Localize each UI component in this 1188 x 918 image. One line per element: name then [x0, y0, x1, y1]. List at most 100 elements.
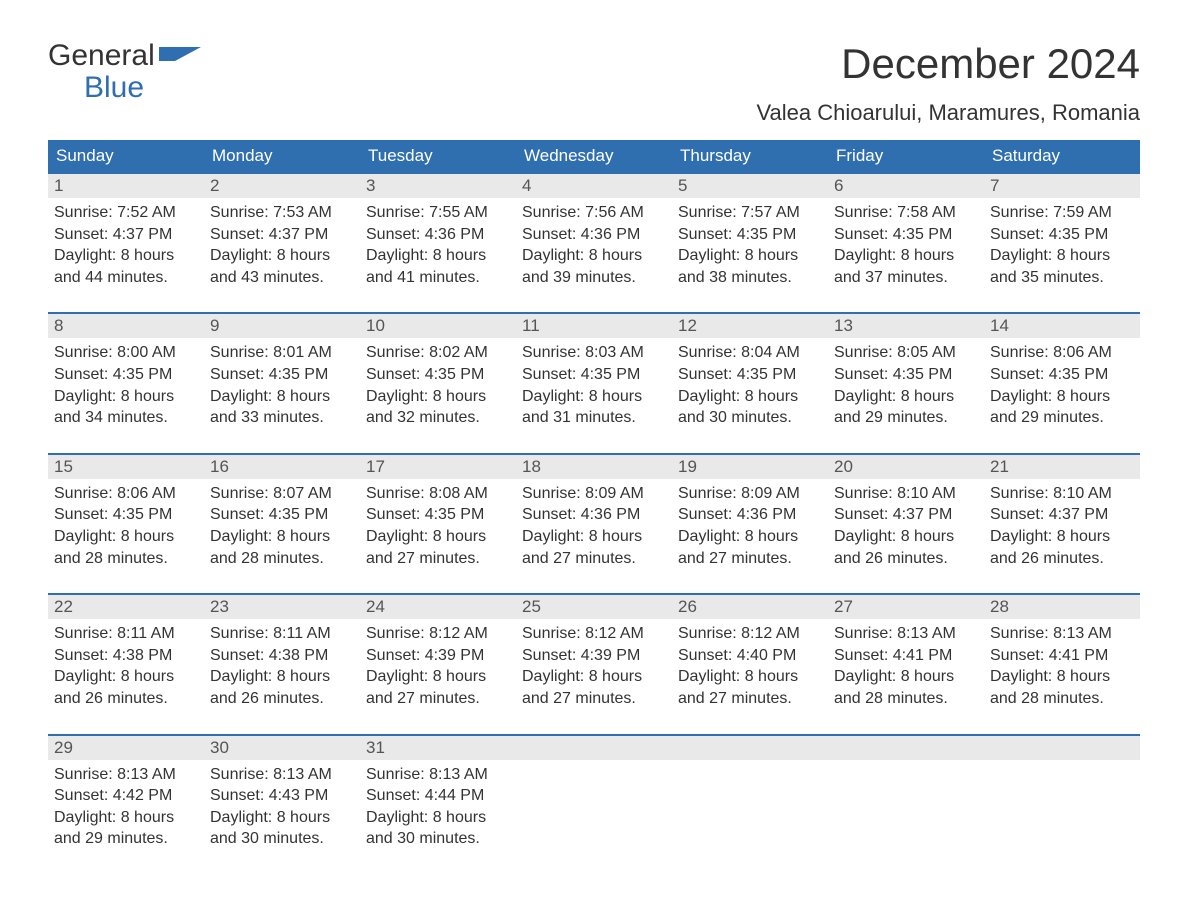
daylight-text: and 27 minutes. — [366, 548, 510, 570]
sunrise-text: Sunrise: 8:10 AM — [834, 483, 978, 505]
calendar-cell: 22Sunrise: 8:11 AMSunset: 4:38 PMDayligh… — [48, 594, 204, 734]
day-body: Sunrise: 7:55 AMSunset: 4:36 PMDaylight:… — [360, 198, 516, 312]
calendar-week-row: 8Sunrise: 8:00 AMSunset: 4:35 PMDaylight… — [48, 313, 1140, 453]
title-block: December 2024 Valea Chioarului, Maramure… — [756, 40, 1140, 126]
daylight-text: Daylight: 8 hours — [522, 526, 666, 548]
daylight-text: and 44 minutes. — [54, 267, 198, 289]
calendar-cell: 15Sunrise: 8:06 AMSunset: 4:35 PMDayligh… — [48, 454, 204, 594]
day-number: 29 — [48, 736, 204, 760]
sunrise-text: Sunrise: 8:01 AM — [210, 342, 354, 364]
logo-line2: Blue — [84, 72, 144, 104]
day-body: Sunrise: 8:12 AMSunset: 4:40 PMDaylight:… — [672, 619, 828, 733]
day-number: 30 — [204, 736, 360, 760]
daylight-text: Daylight: 8 hours — [990, 245, 1134, 267]
day-number: 5 — [672, 174, 828, 198]
daylight-text: Daylight: 8 hours — [54, 526, 198, 548]
day-number: 20 — [828, 455, 984, 479]
day-body: Sunrise: 7:59 AMSunset: 4:35 PMDaylight:… — [984, 198, 1140, 312]
daylight-text: and 28 minutes. — [210, 548, 354, 570]
daylight-text: Daylight: 8 hours — [678, 386, 822, 408]
day-number: 15 — [48, 455, 204, 479]
day-number-empty — [984, 736, 1140, 760]
calendar-cell: 12Sunrise: 8:04 AMSunset: 4:35 PMDayligh… — [672, 313, 828, 453]
sunrise-text: Sunrise: 8:03 AM — [522, 342, 666, 364]
daylight-text: Daylight: 8 hours — [54, 666, 198, 688]
daylight-text: Daylight: 8 hours — [834, 666, 978, 688]
sunset-text: Sunset: 4:35 PM — [210, 364, 354, 386]
daylight-text: and 27 minutes. — [678, 688, 822, 710]
daylight-text: and 29 minutes. — [990, 407, 1134, 429]
daylight-text: Daylight: 8 hours — [678, 526, 822, 548]
sunset-text: Sunset: 4:36 PM — [522, 504, 666, 526]
sunset-text: Sunset: 4:36 PM — [522, 224, 666, 246]
sunset-text: Sunset: 4:35 PM — [834, 224, 978, 246]
day-body: Sunrise: 7:57 AMSunset: 4:35 PMDaylight:… — [672, 198, 828, 312]
calendar-cell: 13Sunrise: 8:05 AMSunset: 4:35 PMDayligh… — [828, 313, 984, 453]
sunrise-text: Sunrise: 7:53 AM — [210, 202, 354, 224]
calendar-cell: 31Sunrise: 8:13 AMSunset: 4:44 PMDayligh… — [360, 735, 516, 874]
daylight-text: and 27 minutes. — [366, 688, 510, 710]
daylight-text: Daylight: 8 hours — [678, 666, 822, 688]
daylight-text: Daylight: 8 hours — [210, 526, 354, 548]
day-body: Sunrise: 8:11 AMSunset: 4:38 PMDaylight:… — [48, 619, 204, 733]
daylight-text: and 30 minutes. — [678, 407, 822, 429]
day-number: 1 — [48, 174, 204, 198]
calendar-cell: 4Sunrise: 7:56 AMSunset: 4:36 PMDaylight… — [516, 173, 672, 313]
day-number: 23 — [204, 595, 360, 619]
sunset-text: Sunset: 4:37 PM — [54, 224, 198, 246]
sunset-text: Sunset: 4:37 PM — [834, 504, 978, 526]
daylight-text: Daylight: 8 hours — [54, 807, 198, 829]
sunset-text: Sunset: 4:35 PM — [366, 364, 510, 386]
sunset-text: Sunset: 4:43 PM — [210, 785, 354, 807]
sunset-text: Sunset: 4:35 PM — [678, 224, 822, 246]
daylight-text: and 38 minutes. — [678, 267, 822, 289]
daylight-text: and 28 minutes. — [834, 688, 978, 710]
daylight-text: Daylight: 8 hours — [366, 526, 510, 548]
weekday-header: Saturday — [984, 140, 1140, 173]
day-body: Sunrise: 8:00 AMSunset: 4:35 PMDaylight:… — [48, 338, 204, 452]
sunset-text: Sunset: 4:38 PM — [210, 645, 354, 667]
day-body: Sunrise: 8:03 AMSunset: 4:35 PMDaylight:… — [516, 338, 672, 452]
day-body: Sunrise: 8:12 AMSunset: 4:39 PMDaylight:… — [516, 619, 672, 733]
daylight-text: and 26 minutes. — [54, 688, 198, 710]
day-body: Sunrise: 8:13 AMSunset: 4:42 PMDaylight:… — [48, 760, 204, 874]
day-number: 26 — [672, 595, 828, 619]
sunrise-text: Sunrise: 8:02 AM — [366, 342, 510, 364]
day-number: 27 — [828, 595, 984, 619]
day-number: 8 — [48, 314, 204, 338]
daylight-text: and 26 minutes. — [210, 688, 354, 710]
calendar-cell: 29Sunrise: 8:13 AMSunset: 4:42 PMDayligh… — [48, 735, 204, 874]
sunset-text: Sunset: 4:41 PM — [990, 645, 1134, 667]
day-number: 13 — [828, 314, 984, 338]
day-body: Sunrise: 8:01 AMSunset: 4:35 PMDaylight:… — [204, 338, 360, 452]
calendar-cell: 5Sunrise: 7:57 AMSunset: 4:35 PMDaylight… — [672, 173, 828, 313]
daylight-text: Daylight: 8 hours — [678, 245, 822, 267]
day-number: 9 — [204, 314, 360, 338]
daylight-text: and 43 minutes. — [210, 267, 354, 289]
daylight-text: Daylight: 8 hours — [54, 245, 198, 267]
sunset-text: Sunset: 4:38 PM — [54, 645, 198, 667]
calendar-cell: 3Sunrise: 7:55 AMSunset: 4:36 PMDaylight… — [360, 173, 516, 313]
day-number: 2 — [204, 174, 360, 198]
day-number: 16 — [204, 455, 360, 479]
day-body: Sunrise: 8:06 AMSunset: 4:35 PMDaylight:… — [984, 338, 1140, 452]
calendar-cell — [984, 735, 1140, 874]
calendar-cell: 2Sunrise: 7:53 AMSunset: 4:37 PMDaylight… — [204, 173, 360, 313]
day-number-empty — [516, 736, 672, 760]
day-number: 10 — [360, 314, 516, 338]
day-number: 24 — [360, 595, 516, 619]
sunrise-text: Sunrise: 8:12 AM — [522, 623, 666, 645]
calendar-week-row: 1Sunrise: 7:52 AMSunset: 4:37 PMDaylight… — [48, 173, 1140, 313]
calendar-cell: 24Sunrise: 8:12 AMSunset: 4:39 PMDayligh… — [360, 594, 516, 734]
daylight-text: and 27 minutes. — [522, 688, 666, 710]
day-body: Sunrise: 8:09 AMSunset: 4:36 PMDaylight:… — [672, 479, 828, 593]
sunset-text: Sunset: 4:35 PM — [366, 504, 510, 526]
sunrise-text: Sunrise: 8:11 AM — [210, 623, 354, 645]
sunrise-text: Sunrise: 8:13 AM — [990, 623, 1134, 645]
calendar-cell: 16Sunrise: 8:07 AMSunset: 4:35 PMDayligh… — [204, 454, 360, 594]
sunset-text: Sunset: 4:35 PM — [990, 224, 1134, 246]
calendar-cell: 1Sunrise: 7:52 AMSunset: 4:37 PMDaylight… — [48, 173, 204, 313]
daylight-text: Daylight: 8 hours — [522, 666, 666, 688]
calendar-cell: 18Sunrise: 8:09 AMSunset: 4:36 PMDayligh… — [516, 454, 672, 594]
day-number: 21 — [984, 455, 1140, 479]
